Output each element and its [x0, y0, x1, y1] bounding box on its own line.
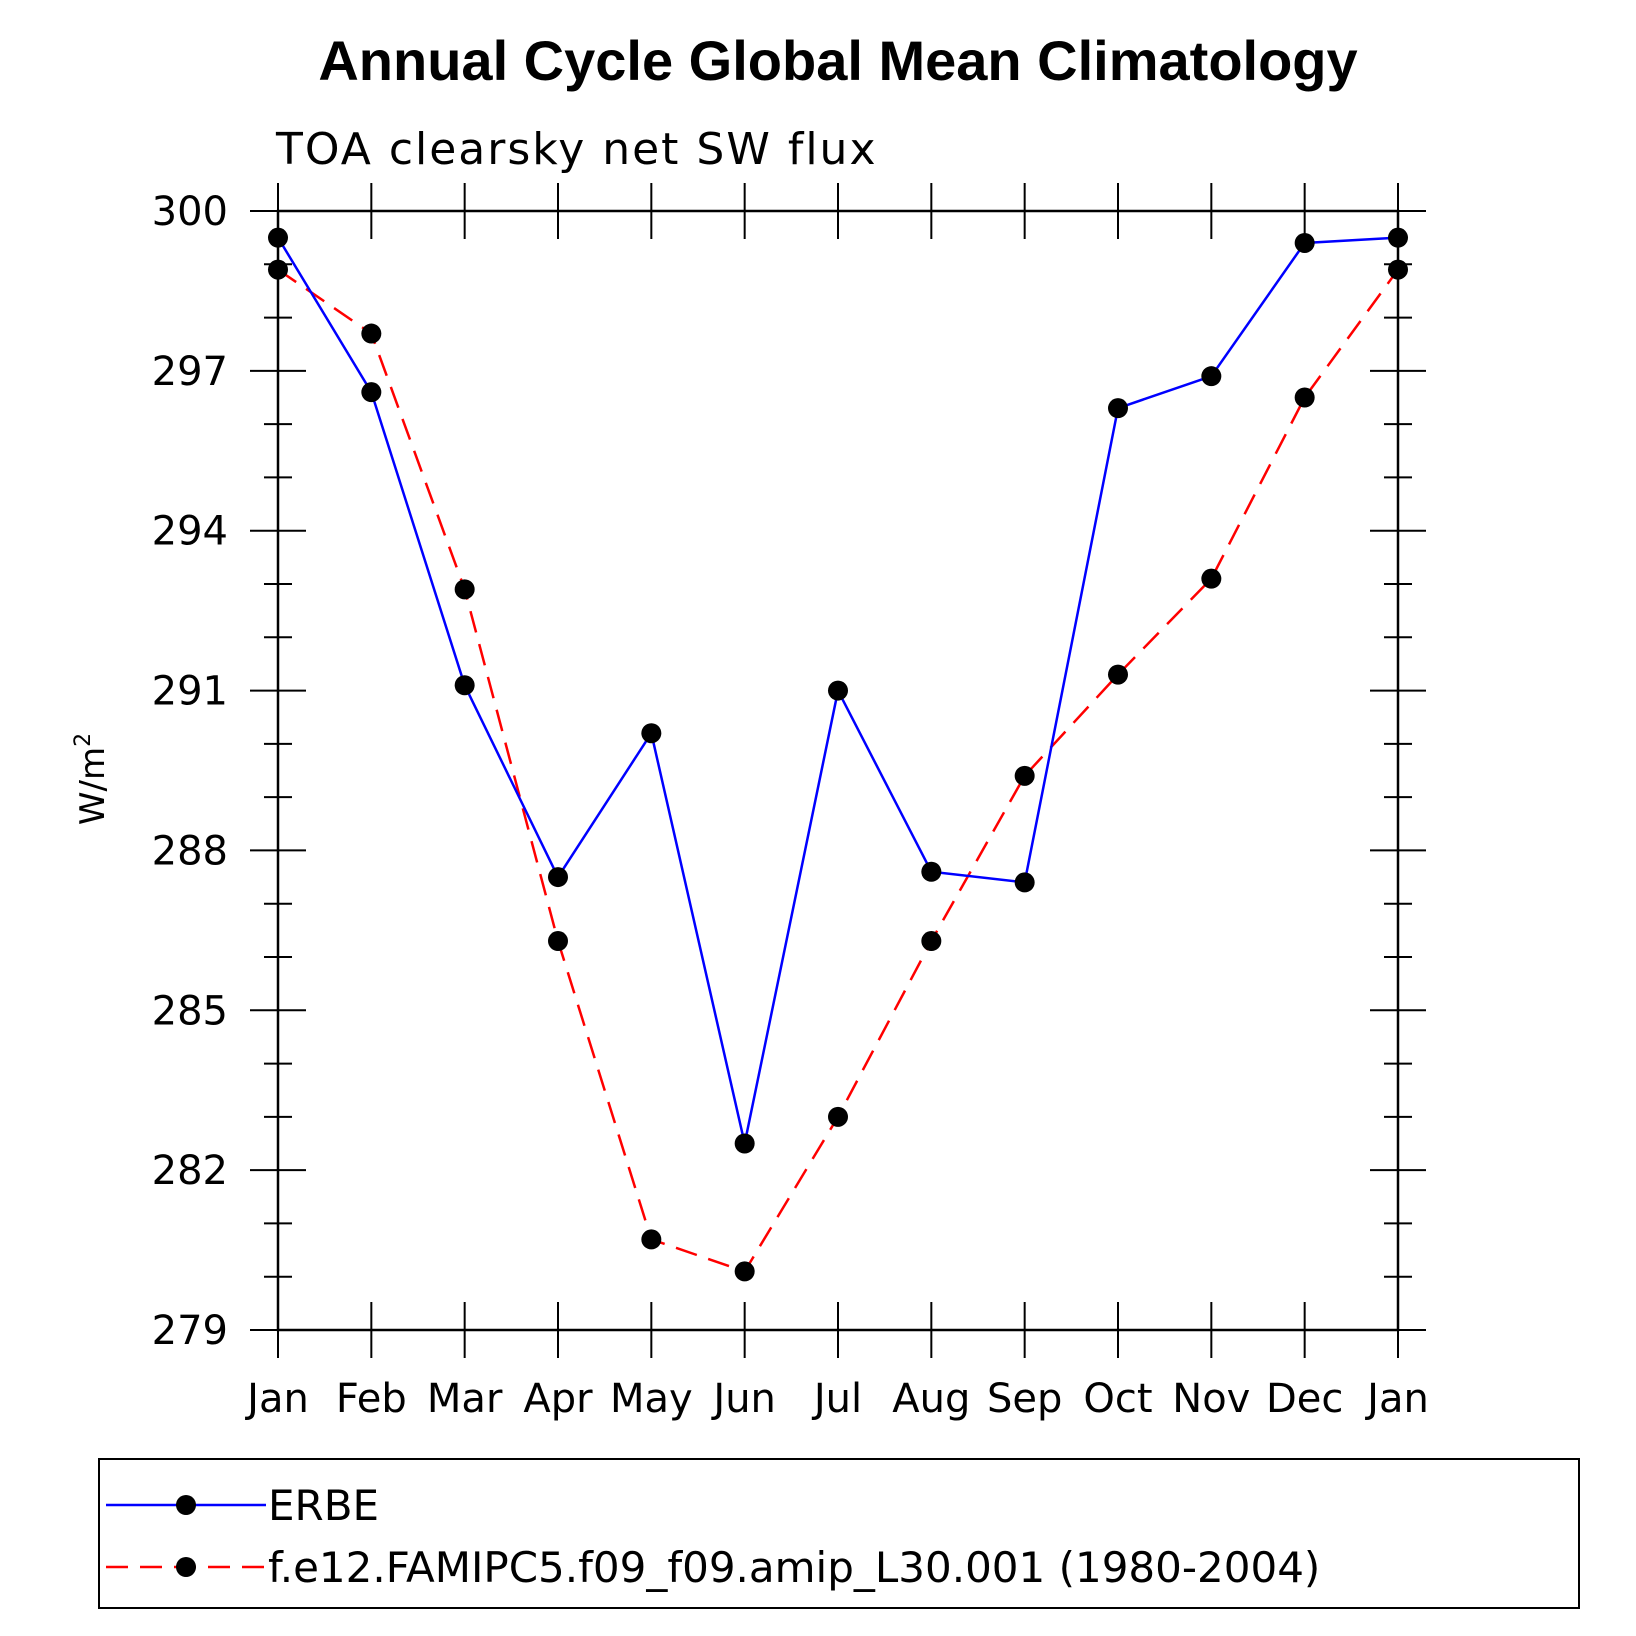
legend-item: f.e12.FAMIPC5.f09_f09.amip_L30.001 (1980… [106, 1543, 1320, 1592]
data-point [548, 931, 568, 952]
x-tick-label: May [610, 1376, 693, 1422]
legend-label: f.e12.FAMIPC5.f09_f09.amip_L30.001 (1980… [268, 1543, 1320, 1592]
y-tick-label: 294 [152, 509, 228, 555]
x-tick-label: Jun [710, 1376, 776, 1422]
data-point [921, 931, 942, 952]
tick-labels: 279 282 285 288 291 294 297 300 Jan Feb Mar Apr May J… [152, 189, 1429, 1422]
legend-box [98, 1458, 1580, 1609]
data-point [1201, 366, 1222, 387]
x-tick-label: Sep [987, 1376, 1062, 1422]
y-tick-label: 279 [152, 1308, 228, 1354]
data-point [828, 680, 848, 701]
legend-marker [176, 1495, 196, 1515]
chart-subtitle: TOA clearsky net SW flux [275, 124, 877, 175]
series-erbe [268, 227, 1408, 1154]
y-tick-label: 285 [152, 988, 228, 1034]
data-point [1388, 227, 1408, 248]
data-point [1294, 232, 1315, 253]
data-point [454, 675, 475, 696]
svg-text:W/m2: W/m2 [71, 733, 113, 825]
x-tick-label: Jan [244, 1376, 309, 1422]
y-axis-label-text: W/m [73, 747, 113, 825]
data-point [361, 382, 382, 403]
y-tick-label: 282 [152, 1148, 228, 1194]
y-axis-label: W/m2 [71, 733, 113, 825]
data-point [1014, 765, 1035, 786]
x-tick-label: Dec [1266, 1376, 1343, 1422]
plot-frame [276, 209, 1400, 1332]
plot-area [276, 209, 1400, 1332]
y-tick-label: 291 [152, 669, 228, 715]
data-point [1108, 398, 1128, 419]
data-point [1014, 872, 1035, 893]
chart-title: Annual Cycle Global Mean Climatology [318, 29, 1357, 92]
x-tick-label: Jan [1364, 1376, 1429, 1422]
data-point [828, 1106, 848, 1127]
data-point [268, 259, 288, 280]
x-tick-label: Apr [523, 1376, 593, 1422]
x-tick-label: Mar [427, 1376, 503, 1422]
series-layer [268, 227, 1408, 1282]
data-point [1108, 664, 1128, 685]
legend: ERBE f.e12.FAMIPC5.f09_f09.amip_L30.001 (… [98, 1458, 1580, 1609]
data-point [454, 579, 475, 600]
data-point [361, 323, 382, 344]
y-tick-label: 288 [152, 828, 228, 874]
data-point [641, 1229, 662, 1250]
data-point [1388, 259, 1408, 280]
y-tick-label: 300 [152, 189, 228, 235]
data-point [268, 227, 288, 248]
data-point [1201, 568, 1222, 589]
x-tick-label: Aug [892, 1376, 970, 1422]
x-tick-label: Feb [336, 1376, 407, 1422]
data-point [734, 1261, 755, 1282]
data-point [641, 723, 662, 744]
data-point [734, 1133, 755, 1154]
legend-label: ERBE [268, 1481, 379, 1530]
axis-ticks [250, 183, 1426, 1358]
x-tick-label: Nov [1172, 1376, 1250, 1422]
series-f-e12-famipc5-f09-f09-amip-l30-001-1980-2004 [268, 259, 1408, 1282]
y-axis-label-superscript: 2 [71, 733, 96, 747]
x-tick-label: Oct [1083, 1376, 1152, 1422]
data-point [1294, 387, 1315, 408]
legend-item: ERBE [106, 1481, 379, 1530]
data-point [921, 861, 942, 882]
x-tick-label: Jul [811, 1376, 862, 1422]
data-point [548, 867, 568, 888]
legend-marker [176, 1557, 196, 1577]
y-tick-label: 297 [152, 349, 228, 395]
